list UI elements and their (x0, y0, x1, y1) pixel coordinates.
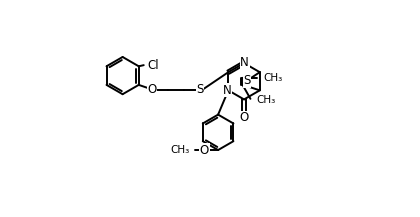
Text: N: N (240, 56, 249, 69)
Text: CH₃: CH₃ (170, 145, 189, 155)
Text: S: S (196, 83, 203, 96)
Text: O: O (200, 143, 209, 156)
Text: N: N (223, 84, 231, 97)
Text: CH₃: CH₃ (263, 73, 282, 83)
Text: CH₃: CH₃ (256, 95, 276, 105)
Text: S: S (244, 74, 251, 87)
Text: O: O (239, 111, 249, 124)
Text: Cl: Cl (148, 59, 160, 72)
Text: O: O (147, 83, 157, 96)
